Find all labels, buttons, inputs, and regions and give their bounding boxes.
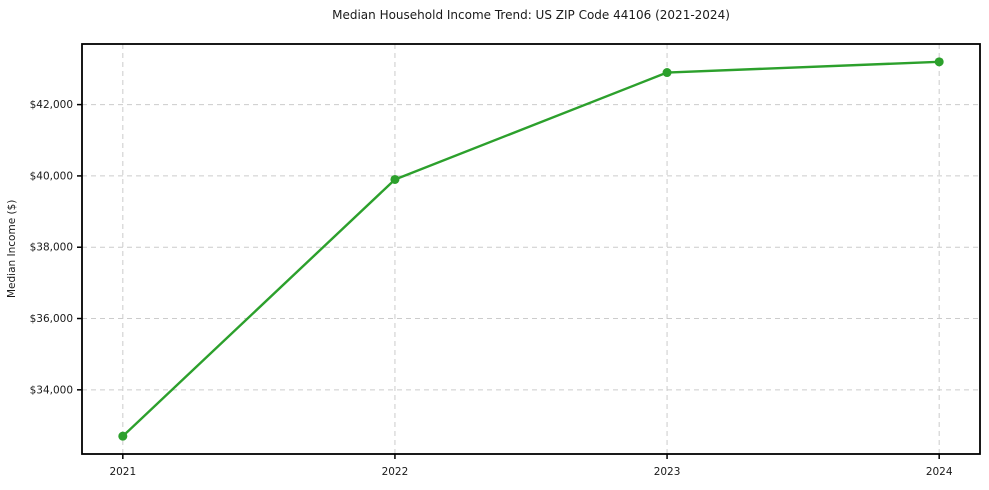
y-tick-label: $36,000 xyxy=(30,313,73,325)
chart-title: Median Household Income Trend: US ZIP Co… xyxy=(332,8,730,22)
data-point-2022 xyxy=(390,174,400,184)
data-point-2021 xyxy=(118,431,128,441)
y-tick-label: $38,000 xyxy=(30,242,73,254)
x-tick-label: 2024 xyxy=(926,466,953,478)
data-point-2023 xyxy=(662,68,672,78)
data-point-2024 xyxy=(934,57,944,67)
income-trend-line xyxy=(121,60,941,438)
axes-border xyxy=(81,43,981,455)
y-tick-label: $40,000 xyxy=(30,170,73,182)
y-tick-label: $42,000 xyxy=(30,99,73,111)
y-tick-label: $34,000 xyxy=(30,384,73,396)
x-tick-label: 2022 xyxy=(382,466,409,478)
x-tick-label: 2021 xyxy=(109,466,136,478)
x-tick-label: 2023 xyxy=(654,466,681,478)
